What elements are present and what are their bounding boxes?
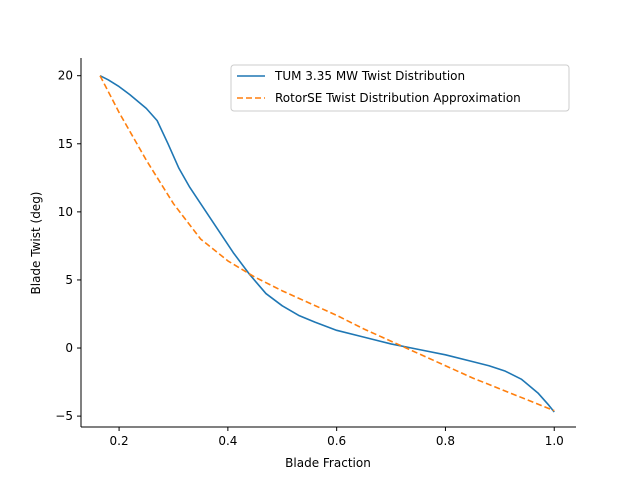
x-axis-label: Blade Fraction xyxy=(285,456,371,470)
y-tick-label: 0 xyxy=(65,341,73,355)
legend-label-2: RotorSE Twist Distribution Approximation xyxy=(275,91,521,105)
legend-label-1: TUM 3.35 MW Twist Distribution xyxy=(274,69,465,83)
y-axis-ticks: −5 0 5 10 15 20 xyxy=(55,69,81,423)
series-line-1 xyxy=(99,74,555,413)
y-tick-label: 5 xyxy=(65,273,73,287)
x-tick-label: 0.4 xyxy=(218,434,237,448)
series-line-2 xyxy=(99,75,555,412)
x-axis-ticks: 0.2 0.4 0.6 0.8 1.0 xyxy=(110,427,564,448)
x-tick-label: 0.8 xyxy=(436,434,455,448)
legend: TUM 3.35 MW Twist Distribution RotorSE Tw… xyxy=(230,64,570,112)
axes xyxy=(80,58,576,428)
y-tick-label: 15 xyxy=(58,137,73,151)
y-axis-label: Blade Twist (deg) xyxy=(29,192,43,295)
plot-area xyxy=(99,74,555,413)
legend-box xyxy=(230,64,570,112)
x-tick-label: 0.6 xyxy=(327,434,346,448)
y-tick-label: −5 xyxy=(55,409,73,423)
x-tick-label: 1.0 xyxy=(545,434,564,448)
y-tick-label: 10 xyxy=(58,205,73,219)
y-tick-label: 20 xyxy=(58,69,73,83)
x-tick-label: 0.2 xyxy=(110,434,129,448)
